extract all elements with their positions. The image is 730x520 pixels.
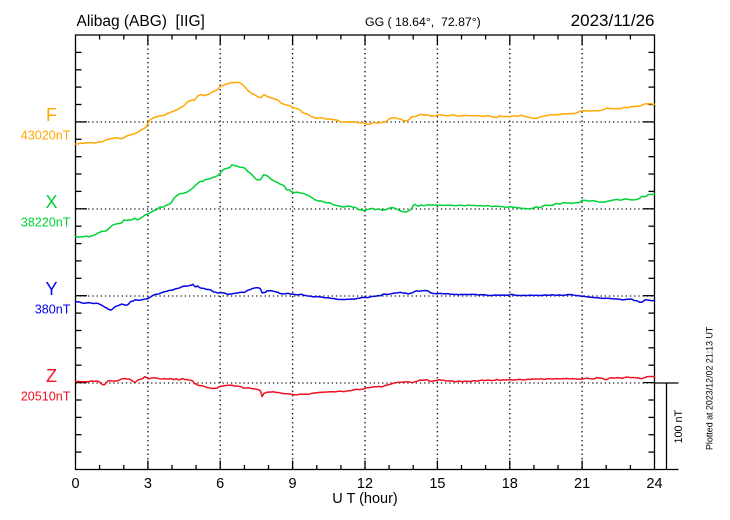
svg-text:38220nT: 38220nT [21,216,71,230]
svg-text:100 nT: 100 nT [673,409,685,443]
svg-text:Alibag (ABG) [IIG]: Alibag (ABG) [IIG] [77,13,205,30]
svg-text:Plotted at 2023/12/02 21:13 UT: Plotted at 2023/12/02 21:13 UT [705,326,715,450]
svg-text:24: 24 [646,476,662,492]
svg-text:X: X [45,192,57,212]
svg-text:21: 21 [574,476,590,492]
svg-text:2023/11/26: 2023/11/26 [571,11,655,30]
svg-text:U T (hour): U T (hour) [332,491,398,507]
svg-text:20510nT: 20510nT [21,390,71,404]
svg-text:Y: Y [45,279,57,299]
svg-text:9: 9 [289,476,297,492]
svg-text:12: 12 [357,476,373,492]
svg-text:380nT: 380nT [35,303,71,317]
svg-text:Z: Z [46,366,57,386]
svg-text:3: 3 [144,476,152,492]
svg-text:F: F [46,105,57,125]
svg-text:43020nT: 43020nT [21,129,71,143]
svg-text:0: 0 [71,476,79,492]
svg-text:18: 18 [502,476,518,492]
svg-text:15: 15 [429,476,445,492]
svg-text:GG ( 18.64°, 72.87°): GG ( 18.64°, 72.87°) [365,15,481,29]
svg-text:6: 6 [216,476,224,492]
